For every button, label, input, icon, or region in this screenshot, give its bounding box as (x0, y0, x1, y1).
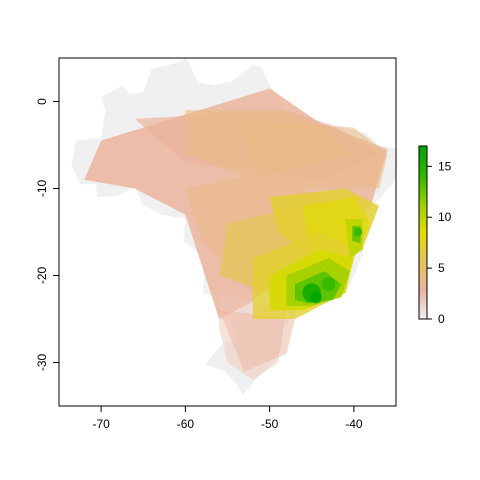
colorbar-tick-label: 0 (438, 312, 445, 326)
colorbar-tick-label: 15 (438, 159, 452, 173)
heat-region-3 (235, 118, 388, 189)
colorbar-segment (419, 160, 427, 164)
colorbar-segment (419, 310, 427, 314)
colorbar-segment (419, 195, 427, 199)
hotspot-2 (310, 291, 322, 304)
x-tick-label: -50 (261, 417, 279, 431)
colorbar-segment (419, 281, 427, 285)
colorbar-segment (419, 186, 427, 190)
colorbar-segment (419, 246, 427, 251)
colorbar-segment (419, 313, 427, 317)
colorbar-segment (419, 174, 427, 179)
colorbar-segment (419, 295, 427, 300)
colorbar-segment (419, 226, 427, 231)
colorbar-segment (419, 146, 427, 150)
colorbar-segment (419, 244, 427, 248)
colorbar-segment (419, 241, 427, 245)
colorbar-segment (419, 290, 427, 294)
colorbar-segment (419, 235, 427, 239)
colorbar-segment (419, 166, 427, 170)
colorbar-segment (419, 261, 427, 265)
colorbar-segment (419, 200, 427, 205)
colorbar-segment (419, 148, 427, 153)
colorbar-segment (419, 183, 427, 187)
x-tick-label: -60 (177, 417, 195, 431)
colorbar-segment (419, 298, 427, 303)
colorbar-segment (419, 206, 427, 210)
y-tick-label: -30 (35, 354, 49, 372)
x-axis: -70 -60 -50 -40 (92, 405, 363, 431)
colorbar-segment (419, 180, 427, 184)
colorbar-legend: 0 5 10 15 (418, 145, 452, 326)
colorbar-segment (419, 203, 427, 208)
y-axis: 0 -10 -20 -30 (35, 98, 60, 372)
colorbar-segment (419, 154, 427, 159)
colorbar-segment (419, 212, 427, 216)
y-tick-label: -10 (35, 180, 49, 198)
colorbar-segment (419, 157, 427, 161)
colorbar-frame (418, 145, 428, 320)
colorbar-segment (419, 293, 427, 297)
colorbar-segment (419, 301, 427, 306)
x-tick-label: -40 (345, 417, 363, 431)
colorbar-tick-label: 5 (438, 261, 445, 275)
colorbar-segment (419, 229, 427, 233)
colorbar-segment (419, 209, 427, 213)
colorbar-segment (419, 215, 427, 219)
colorbar-segment (419, 287, 427, 291)
colorbar-segment (419, 269, 427, 274)
colorbar-tick-label: 10 (438, 210, 452, 224)
colorbar-segment (419, 278, 427, 283)
colorbar-segment (419, 151, 427, 156)
colorbar-segment (419, 232, 427, 236)
colorbar-segment (419, 316, 427, 320)
colorbar-segment (419, 255, 427, 259)
colorbar-segment (419, 307, 427, 311)
hotspot-1 (321, 277, 336, 292)
x-tick-label: -70 (92, 417, 110, 431)
colorbar-segment (419, 169, 427, 173)
colorbar-segment (419, 252, 427, 257)
colorbar-segment (419, 171, 427, 176)
colorbar-segment (419, 218, 427, 222)
heat-region-6 (219, 310, 295, 372)
colorbar-segment (419, 192, 427, 196)
y-tick-label: 0 (35, 98, 49, 105)
colorbar-segment (419, 258, 427, 262)
y-tick-label: -20 (35, 267, 49, 285)
colorbar-segment (419, 284, 427, 288)
hotspot-3 (353, 227, 363, 237)
colorbar-segment (419, 238, 427, 242)
colorbar-segment (419, 177, 427, 182)
colorbar-segment (419, 275, 427, 280)
colorbar-segment (419, 163, 427, 167)
colorbar-segment (419, 249, 427, 254)
colorbar-segment (419, 272, 427, 277)
heat-map-layer (71, 56, 398, 395)
colorbar-segment (419, 264, 427, 268)
colorbar-segment (419, 220, 427, 225)
colorbar-segment (419, 223, 427, 228)
colorbar-segment (419, 197, 427, 202)
colorbar-segment (419, 267, 427, 271)
colorbar-segment (419, 304, 427, 308)
colorbar-segment (419, 189, 427, 193)
